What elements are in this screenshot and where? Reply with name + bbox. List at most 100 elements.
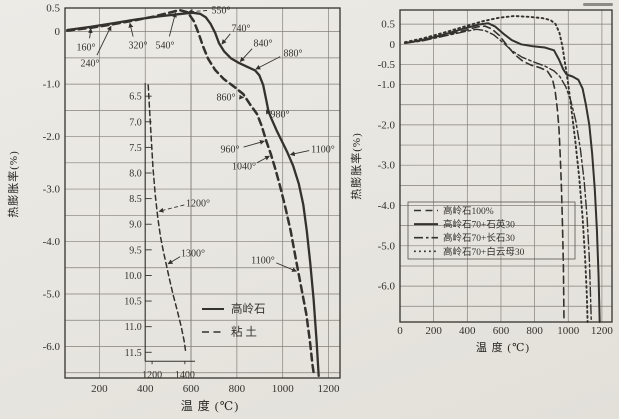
annotation-temperature-label: 1200° xyxy=(186,199,210,210)
annotation-leader xyxy=(128,22,134,37)
x-axis-tick-label: 1000 xyxy=(272,383,295,395)
right-expansion-chart xyxy=(399,9,613,323)
annotation-leader xyxy=(96,25,112,56)
inset-y-tick-label: 9.5 xyxy=(129,245,142,256)
y-axis-tick-label: 0 xyxy=(390,39,396,51)
y-axis-tick-label: 0.5 xyxy=(46,3,60,15)
x-axis-tick-label: 800 xyxy=(229,383,246,395)
inset-y-tick-label: 8.0 xyxy=(129,169,142,180)
left-x-axis-title: 温 度 (℃) xyxy=(180,399,240,413)
y-axis-tick-label: -6.0 xyxy=(43,341,61,353)
annotation-temperature-label: 240° xyxy=(81,59,100,70)
x-axis-tick-label: 1000 xyxy=(557,325,580,337)
x-axis-tick-label: 1200 xyxy=(591,325,614,337)
annotation-leader xyxy=(168,12,177,37)
annotation-temperature-label: 880° xyxy=(284,49,303,60)
x-axis-tick-label: 200 xyxy=(91,383,108,395)
left-y-axis-title: 热膨胀率(%) xyxy=(8,150,20,218)
legend-label-kaolinite70-feldspar30: 高岭石70+长石30 xyxy=(443,232,515,244)
annotation-temperature-label: 980° xyxy=(271,110,290,121)
y-axis-tick-label: -2.0 xyxy=(43,131,61,143)
right-x-axis-title: 温 度 (℃) xyxy=(475,342,531,354)
y-axis-tick-label: -5.0 xyxy=(378,240,396,252)
annotation-leader xyxy=(243,140,265,148)
annotation-temperature-label: 840° xyxy=(254,39,273,50)
annotation-leader xyxy=(289,150,310,157)
x-axis-tick-label: 600 xyxy=(493,325,510,337)
x-axis-tick-label: 600 xyxy=(183,383,200,395)
inset-y-tick-label: 7.0 xyxy=(129,117,142,128)
inset-y-tick-label: 10.0 xyxy=(124,271,142,282)
plot-frame xyxy=(399,9,613,323)
scan-artifact-mark xyxy=(583,3,613,6)
inset-y-tick-label: 6.5 xyxy=(129,92,142,103)
left-expansion-chart xyxy=(64,7,341,379)
y-axis-tick-label: -1.0 xyxy=(43,79,61,91)
curve-clay xyxy=(66,8,316,378)
curve-kaolinite70-muscovite30 xyxy=(404,15,589,323)
curve-kaolinite-100 xyxy=(404,25,565,323)
y-axis-tick-label: -0.5 xyxy=(378,59,396,71)
legend-label-kaolinite70-quartz30: 高岭石70+石英30 xyxy=(443,219,515,231)
annotation-temperature-label: 740° xyxy=(232,24,251,35)
inset-y-tick-label: 9.0 xyxy=(129,220,142,231)
inset-y-tick-label: 7.5 xyxy=(129,143,142,154)
curve-kaolinite xyxy=(66,11,320,378)
annotation-temperature-label: 540° xyxy=(156,41,175,52)
y-axis-tick-label: -4.0 xyxy=(378,200,396,212)
right-y-axis-title: 热膨胀率(%) xyxy=(351,132,363,200)
inset-clay-extension-curve xyxy=(147,84,187,354)
annotation-temperature-label: 1040° xyxy=(232,162,256,173)
legend-label-kaolinite70-muscovite30: 高岭石70+白云母30 xyxy=(443,246,525,258)
annotation-temperature-label: 1100° xyxy=(251,256,275,267)
annotation-leader xyxy=(239,48,253,63)
plot-frame xyxy=(64,7,341,379)
legend-label-clay: 粘 土 xyxy=(231,325,257,339)
inset-y-tick-label: 11.5 xyxy=(125,348,142,359)
annotation-temperature-label: 160° xyxy=(77,43,96,54)
y-axis-tick-label: -3.0 xyxy=(43,184,61,196)
x-axis-tick-label: 200 xyxy=(425,325,442,337)
annotation-leader xyxy=(167,256,181,265)
annotation-temperature-label: 960° xyxy=(221,145,240,156)
legend-label-kaolinite: 高岭石 xyxy=(231,302,266,316)
annotation-leader xyxy=(221,33,231,45)
annotation-leader xyxy=(256,155,270,164)
y-axis-tick-label: -6.0 xyxy=(378,281,396,293)
legend xyxy=(407,201,576,260)
annotation-leader xyxy=(276,262,297,272)
annotation-temperature-label: 1300° xyxy=(181,249,205,260)
x-axis-tick-label: 400 xyxy=(459,325,476,337)
annotation-leader xyxy=(187,9,208,14)
y-axis-tick-label: 0.5 xyxy=(381,19,395,31)
inset-x-tick-label: 1200 xyxy=(142,370,162,381)
x-axis-tick-label: 400 xyxy=(137,383,154,395)
inset-y-tick-label: 8.5 xyxy=(129,194,142,205)
curve-kaolinite70-quartz30 xyxy=(404,22,601,323)
annotation-leader xyxy=(255,56,281,70)
annotation-temperature-label: 860° xyxy=(217,93,236,104)
annotation-temperature-label: 550° xyxy=(212,6,231,17)
legend-label-kaolinite-100: 高岭石100% xyxy=(443,205,494,217)
inset-y-tick-label: 10.5 xyxy=(124,297,142,308)
inset-y-tick-label: 11.0 xyxy=(125,322,142,333)
y-axis-tick-label: 0 xyxy=(55,26,61,38)
inset-shrinkage-scale xyxy=(144,83,196,365)
inset-x-tick-label: 1400 xyxy=(175,370,195,381)
x-axis-tick-label: 800 xyxy=(526,325,543,337)
curve-kaolinite70-feldspar30 xyxy=(404,28,592,323)
y-axis-tick-label: -2.0 xyxy=(378,119,396,131)
x-axis-tick-label: 1200 xyxy=(318,383,341,395)
legend xyxy=(202,308,224,333)
x-axis-tick-label: 0 xyxy=(397,325,403,337)
annotation-leader xyxy=(87,28,93,39)
y-axis-tick-label: -3.0 xyxy=(378,160,396,172)
annotation-leader xyxy=(158,204,185,213)
y-axis-tick-label: -5.0 xyxy=(43,289,61,301)
annotation-temperature-label: 320° xyxy=(129,41,148,52)
y-axis-tick-label: -4.0 xyxy=(43,236,61,248)
y-axis-tick-label: -1.0 xyxy=(378,79,396,91)
annotation-temperature-label: 1100° xyxy=(311,145,335,156)
